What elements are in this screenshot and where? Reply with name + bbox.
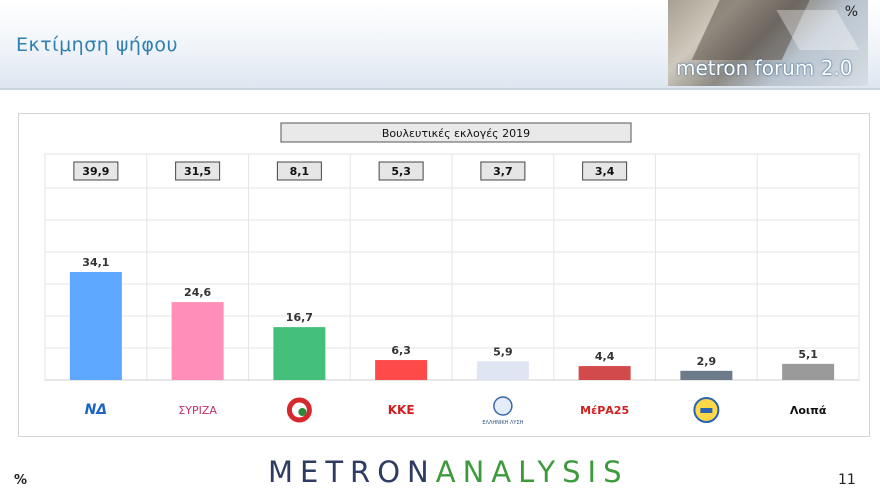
- bar-value-label: 16,7: [286, 311, 313, 324]
- bar-2: [273, 327, 326, 380]
- kinal-logo-inner-icon: [298, 408, 307, 416]
- bar-3: [375, 360, 428, 380]
- kke-logo-icon: ΚΚΕ: [388, 403, 415, 417]
- bar-value-label: 5,1: [798, 348, 818, 361]
- metron-analysis-logo: METRONANALYSIS: [268, 455, 629, 489]
- niki-logo-band-icon: [700, 408, 713, 413]
- syriza-logo-icon: ΣΥΡΙΖΑ: [178, 404, 217, 417]
- bar-4: [476, 361, 529, 380]
- bar-0: [69, 272, 122, 380]
- election-2019-label: 3,7: [493, 165, 513, 178]
- bar-value-label: 24,6: [184, 286, 211, 299]
- nd-logo-icon: ΝΔ: [85, 402, 108, 418]
- banner-label: metron forum 2.0: [676, 56, 853, 80]
- election-2019-box: [175, 161, 221, 181]
- election-2019-box: [378, 161, 424, 181]
- others-label: Λοιπά: [790, 404, 827, 417]
- election-2019-label: 5,3: [391, 165, 411, 178]
- bar-6: [680, 370, 733, 380]
- elliniki-lysi-logo-text: ΕΛΛΗΝΙΚΗ ΛΥΣΗ: [482, 420, 523, 426]
- election-2019-label: 39,9: [82, 165, 109, 178]
- bar-5: [578, 366, 631, 380]
- bar-value-label: 6,3: [391, 344, 411, 357]
- election-2019-box: [582, 161, 628, 181]
- brand-analysis: ANALYSIS: [435, 455, 629, 489]
- page-number: 11: [838, 472, 856, 488]
- bar-7: [782, 363, 835, 380]
- election-2019-box: [73, 161, 119, 181]
- bar-value-label: 5,9: [493, 345, 513, 358]
- metron-forum-banner: % metron forum 2.0: [668, 0, 868, 86]
- bar-value-label: 2,9: [697, 355, 717, 368]
- page-title: Εκτίμηση ψήφου: [16, 34, 179, 56]
- election-2019-label: 3,4: [595, 165, 615, 178]
- chart-frame: Βουλευτικές εκλογές 2019 39,9 34,1 ΝΔ 31,5 24…: [18, 113, 870, 437]
- chart-title-box: [280, 122, 632, 143]
- vote-estimate-chart: Βουλευτικές εκλογές 2019 39,9 34,1 ΝΔ 31,5 24…: [44, 122, 860, 426]
- election-2019-label: 31,5: [184, 165, 211, 178]
- elliniki-lysi-logo-icon: [493, 396, 513, 416]
- chart-title: Βουλευτικές εκλογές 2019: [382, 127, 530, 140]
- banner-unit: %: [844, 4, 858, 20]
- bar-value-label: 4,4: [595, 350, 615, 363]
- header-divider: [0, 88, 880, 90]
- bar-value-label: 34,1: [82, 256, 109, 269]
- bar-1: [171, 302, 224, 380]
- election-2019-box: [276, 161, 322, 181]
- election-2019-box: [480, 161, 526, 181]
- brand-metron: METRON: [268, 455, 436, 489]
- mera25-logo-icon: ΜέΡΑ25: [580, 404, 629, 417]
- footer-unit: %: [14, 473, 28, 488]
- election-2019-label: 8,1: [290, 165, 310, 178]
